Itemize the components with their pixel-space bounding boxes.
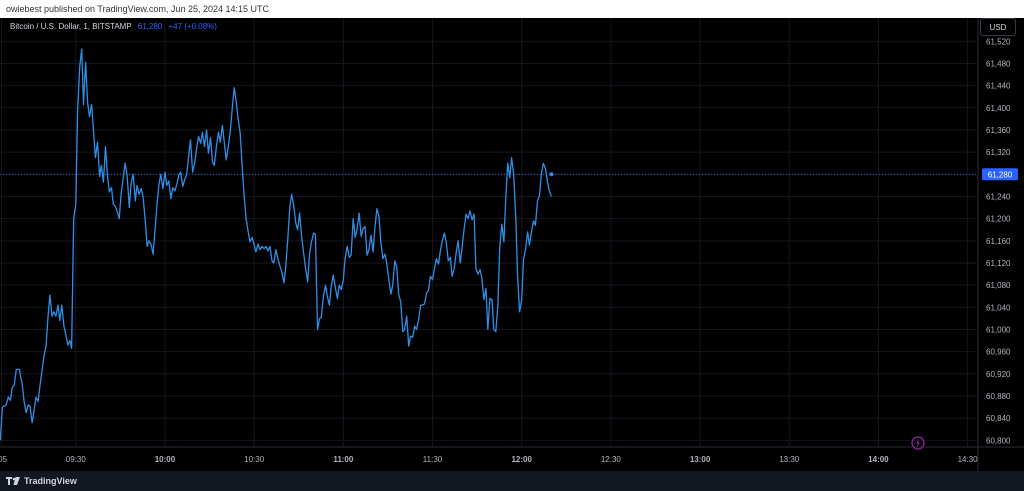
last-price-dot (549, 172, 554, 177)
y-tick-label: 61,400 (986, 104, 1011, 113)
currency-button[interactable]: USD (980, 18, 1016, 36)
y-tick-label: 60,800 (986, 436, 1011, 445)
x-tick-label: 12:00 (511, 455, 532, 464)
y-tick-label: 61,000 (986, 325, 1011, 334)
last-price-tag: 61,280 (982, 168, 1018, 181)
publish-bar: owiebest published on TradingView.com, J… (0, 0, 1024, 18)
x-tick-label: 11:30 (423, 455, 443, 464)
y-tick-label: 61,480 (986, 59, 1011, 68)
y-tick-label: 61,320 (986, 148, 1011, 157)
x-tick-label: 14:30 (958, 455, 979, 464)
y-tick-label: 60,960 (986, 348, 1011, 357)
x-tick-label: 14:00 (868, 455, 889, 464)
y-tick-label: 61,240 (986, 192, 1011, 201)
lightning-icon (911, 436, 925, 450)
symbol-legend[interactable]: Bitcoin / U.S. Dollar, 1, BITSTAMP 61,28… (10, 22, 217, 31)
x-tick-label: 13:00 (690, 455, 711, 464)
x-tick-label: :05 (0, 455, 8, 464)
legend-symbol: Bitcoin / U.S. Dollar, 1, BITSTAMP (10, 22, 132, 31)
y-tick-label: 61,200 (986, 215, 1011, 224)
y-tick-label: 61,040 (986, 303, 1011, 312)
y-tick-label: 60,920 (986, 370, 1011, 379)
price-chart[interactable]: 60,800 60,840 60,880 60,920 60,960 61,000 61,0… (0, 18, 1024, 471)
footer: TradingView (0, 471, 1024, 491)
x-tick-label: 10:00 (155, 455, 176, 464)
x-axis: :05 09:30 10:00 10:30 11:00 11:30 12:00 12:30 13… (0, 455, 978, 464)
y-tick-label: 60,840 (986, 414, 1011, 423)
last-price-tag-box (982, 168, 1018, 181)
chart-frame[interactable]: 60,800 60,840 60,880 60,920 60,960 61,000 61,0… (0, 18, 1024, 471)
x-tick-label: 11:00 (333, 455, 354, 464)
y-tick-label: 61,360 (986, 126, 1011, 135)
x-tick-label: 12:30 (601, 455, 622, 464)
y-tick-label: 61,520 (986, 37, 1011, 46)
footer-brand: TradingView (24, 476, 77, 486)
legend-last-price: 61,280 (137, 22, 163, 31)
price-line (0, 48, 553, 441)
y-tick-label: 61,440 (986, 82, 1011, 91)
last-price-tag-text: 61,280 (988, 170, 1013, 179)
legend-change: +47 (+0.08%) (168, 22, 217, 31)
x-tick-label: 10:30 (244, 455, 265, 464)
y-tick-label: 61,160 (986, 237, 1011, 246)
y-tick-label: 61,120 (986, 259, 1011, 268)
x-tick-label: 13:30 (779, 455, 800, 464)
chart-grid (0, 18, 1024, 471)
y-tick-label: 61,080 (986, 281, 1011, 290)
publish-text: owiebest published on TradingView.com, J… (6, 4, 269, 14)
tradingview-logo-icon (6, 477, 20, 485)
x-tick-label: 09:30 (66, 455, 87, 464)
y-axis: 60,800 60,840 60,880 60,920 60,960 61,000 61,0… (986, 37, 1011, 445)
y-tick-label: 60,880 (986, 392, 1011, 401)
